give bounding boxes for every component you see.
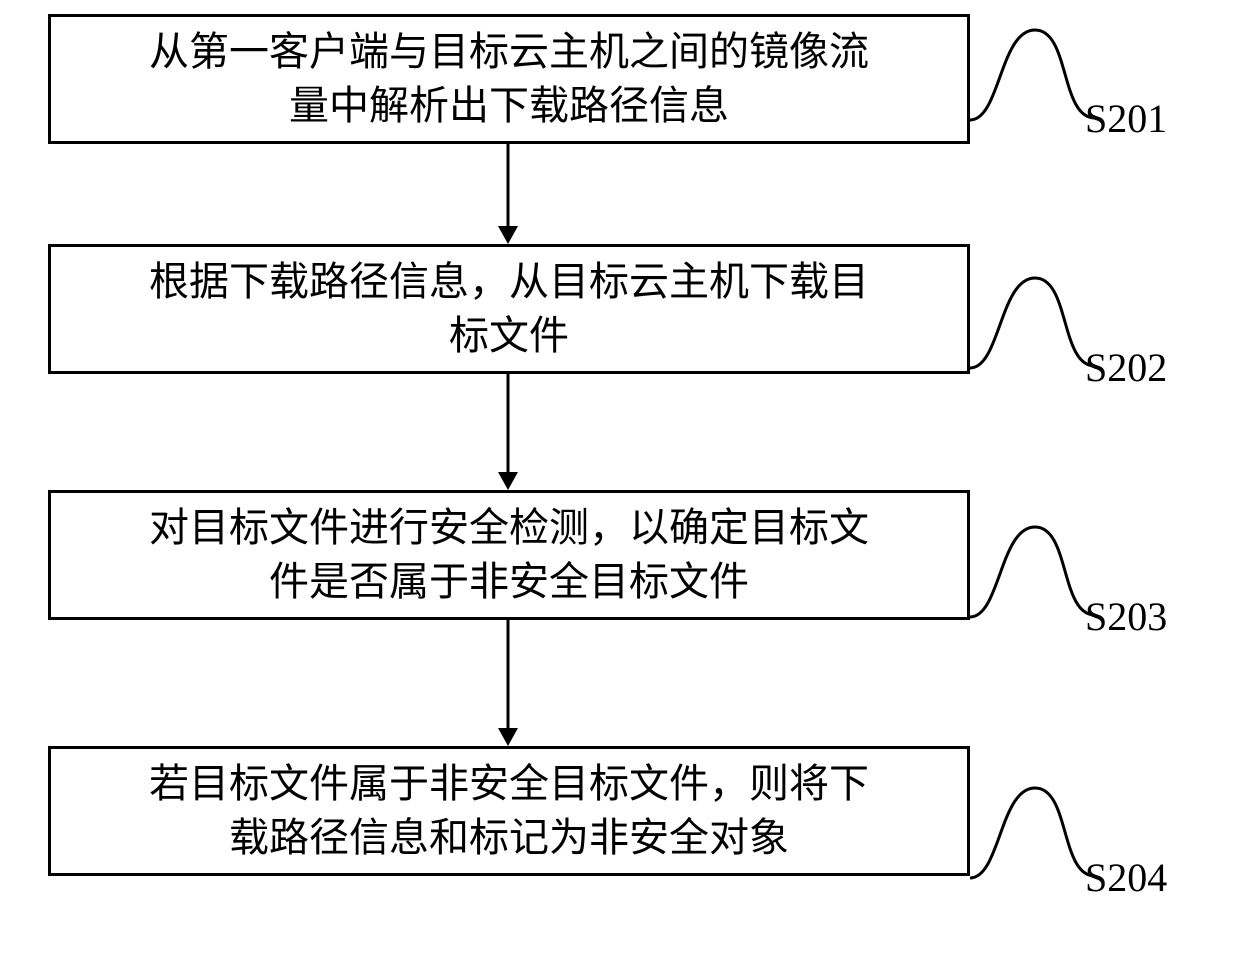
step-label-s204: S204 <box>1085 854 1167 901</box>
flow-node-s204: 若目标文件属于非安全目标文件，则将下 载路径信息和标记为非安全对象 <box>48 746 970 876</box>
connector-s203-s204 <box>498 620 518 746</box>
flow-node-text: 根据下载路径信息，从目标云主机下载目 标文件 <box>149 255 869 363</box>
flow-node-s201: 从第一客户端与目标云主机之间的镜像流 量中解析出下载路径信息 <box>48 14 970 144</box>
squiggle-s204 <box>970 788 1095 878</box>
step-label-s202: S202 <box>1085 344 1167 391</box>
squiggle-s201 <box>970 30 1095 120</box>
connector-s201-s202 <box>498 144 518 244</box>
flowchart-canvas: 从第一客户端与目标云主机之间的镜像流 量中解析出下载路径信息 根据下载路径信息，… <box>0 0 1240 968</box>
flow-node-text: 从第一客户端与目标云主机之间的镜像流 量中解析出下载路径信息 <box>149 25 869 133</box>
step-label-s201: S201 <box>1085 95 1167 142</box>
flow-node-s202: 根据下载路径信息，从目标云主机下载目 标文件 <box>48 244 970 374</box>
flow-node-s203: 对目标文件进行安全检测，以确定目标文 件是否属于非安全目标文件 <box>48 490 970 620</box>
step-label-s203: S203 <box>1085 593 1167 640</box>
flow-node-text: 对目标文件进行安全检测，以确定目标文 件是否属于非安全目标文件 <box>149 501 869 609</box>
squiggle-s202 <box>970 278 1095 368</box>
flow-node-text: 若目标文件属于非安全目标文件，则将下 载路径信息和标记为非安全对象 <box>149 757 869 865</box>
squiggle-s203 <box>970 527 1095 617</box>
connector-s202-s203 <box>498 374 518 490</box>
